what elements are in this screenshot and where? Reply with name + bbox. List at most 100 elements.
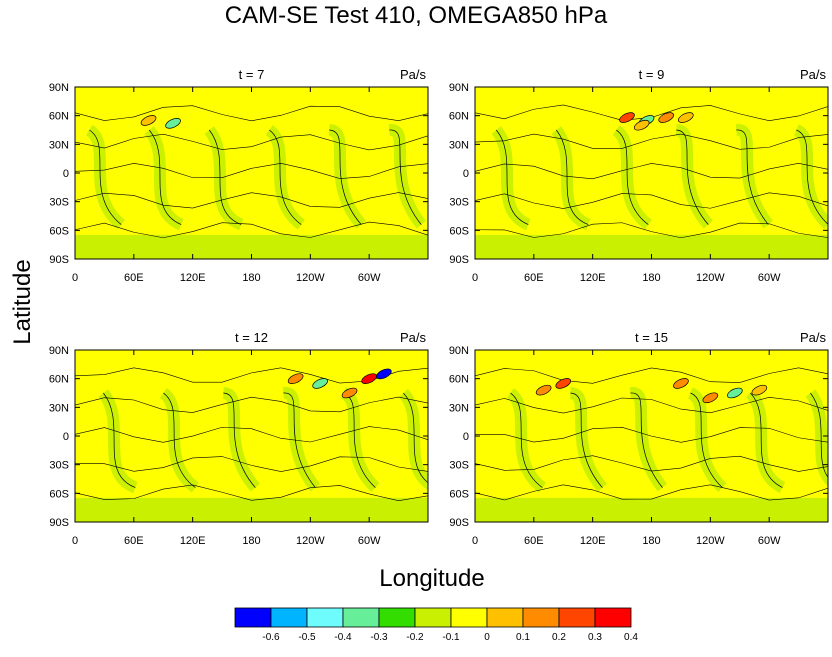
contour-line (475, 192, 828, 209)
y-tick-label: 0 (63, 168, 69, 180)
contour-line (389, 129, 422, 225)
x-tick-label: 120W (296, 272, 325, 284)
contour-line (475, 426, 828, 443)
colorbar-swatch (486, 607, 524, 628)
y-tick-label: 0 (63, 431, 69, 443)
y-tick-label: 60S (449, 488, 469, 500)
contour-line (75, 221, 428, 239)
x-tick-label: 120W (696, 535, 725, 547)
panel-title: t = 15 (635, 330, 668, 345)
panel-title: t = 12 (235, 330, 268, 345)
y-tick-label: 30N (49, 402, 69, 414)
contour-line (75, 484, 428, 502)
contour-line (796, 129, 828, 225)
colorbar-swatch (414, 607, 452, 628)
omega-feature (619, 112, 635, 123)
contour-line (496, 129, 529, 225)
colorbar-swatch (558, 607, 596, 628)
y-tick-label: 90S (49, 517, 69, 529)
contour-line (475, 222, 828, 239)
field-layer (75, 367, 428, 522)
contour-line (75, 192, 428, 209)
contour-line (148, 129, 182, 225)
contour-line (616, 129, 649, 225)
omega-feature (678, 112, 694, 123)
x-tick-label: 60E (124, 272, 144, 284)
contour-line (103, 392, 136, 488)
y-tick-label: 60N (449, 111, 469, 123)
contour-line (475, 484, 828, 501)
contour-line (810, 392, 828, 478)
x-tick-label: 120E (180, 535, 206, 547)
omega-feature (312, 378, 328, 389)
x-tick-label: 120W (296, 535, 325, 547)
colorbar-swatch (450, 607, 488, 628)
x-tick-label: 60W (758, 535, 781, 547)
x-tick-label: 180 (642, 272, 660, 284)
y-tick-label: 30N (449, 402, 469, 414)
contour-line (475, 162, 828, 180)
colorbar-swatch (306, 607, 344, 628)
colorbar-label: 0.4 (624, 632, 638, 643)
colorbar-label: -0.2 (406, 632, 424, 643)
colorbar-swatch (378, 607, 416, 628)
contour-line (475, 133, 828, 150)
omega-feature (165, 118, 181, 129)
colorbar-swatch (270, 607, 308, 628)
omega-feature (555, 378, 572, 389)
omega-feature (140, 115, 157, 126)
x-tick-label: 0 (472, 535, 478, 547)
contour-line (475, 397, 828, 414)
y-tick-label: 30S (449, 197, 469, 209)
panel-units: Pa/s (800, 330, 827, 345)
panel-title: t = 9 (639, 67, 665, 82)
panel-units: Pa/s (400, 67, 427, 82)
colorbar-label: -0.1 (442, 632, 460, 643)
contour-line (676, 129, 709, 225)
colorbar-label: -0.4 (334, 632, 352, 643)
y-tick-label: 60N (449, 374, 469, 386)
field-background (475, 87, 828, 259)
y-tick-label: 30S (49, 197, 69, 209)
y-tick-label: 30S (49, 460, 69, 472)
y-tick-label: 90N (49, 82, 69, 94)
omega-feature (633, 119, 650, 131)
colorbar-swatch (522, 607, 560, 628)
x-tick-label: 0 (472, 272, 478, 284)
contour-line (403, 392, 428, 484)
y-tick-label: 90N (49, 345, 69, 357)
colorbar-label: 0.1 (516, 632, 530, 643)
x-tick-label: 60W (358, 272, 381, 284)
x-tick-label: 60E (524, 272, 544, 284)
x-tick-label: 120W (696, 272, 725, 284)
contour-line (223, 392, 256, 488)
contour-line (89, 129, 122, 225)
y-tick-label: 30N (49, 139, 69, 151)
contour-line (283, 392, 316, 488)
contour-line (690, 392, 723, 488)
y-tick-label: 60S (49, 488, 69, 500)
y-tick-label: 60N (49, 374, 69, 386)
contour-line (556, 129, 589, 225)
contour-line (75, 133, 428, 151)
contour-line (630, 392, 663, 488)
y-tick-label: 60S (449, 225, 469, 237)
omega-feature (658, 112, 675, 123)
y-tick-label: 90S (49, 254, 69, 266)
contour-line (75, 396, 428, 413)
contour-line (75, 105, 428, 122)
y-tick-label: 60S (49, 225, 69, 237)
x-tick-label: 180 (242, 535, 260, 547)
colorbar: -0.6 -0.5 -0.4 -0.3 -0.2 -0.1 0 0.1 0.2 0.3 0.4 (234, 607, 638, 643)
x-tick-label: 60E (124, 535, 144, 547)
x-tick-label: 60E (524, 535, 544, 547)
contour-line (75, 426, 428, 443)
omega-feature (287, 373, 304, 384)
y-tick-label: 0 (463, 168, 469, 180)
x-tick-label: 120E (180, 272, 206, 284)
page-title: CAM-SE Test 410, OMEGA850 hPa (224, 2, 608, 29)
y-tick-label: 60N (49, 111, 69, 123)
x-tick-label: 120E (580, 535, 606, 547)
